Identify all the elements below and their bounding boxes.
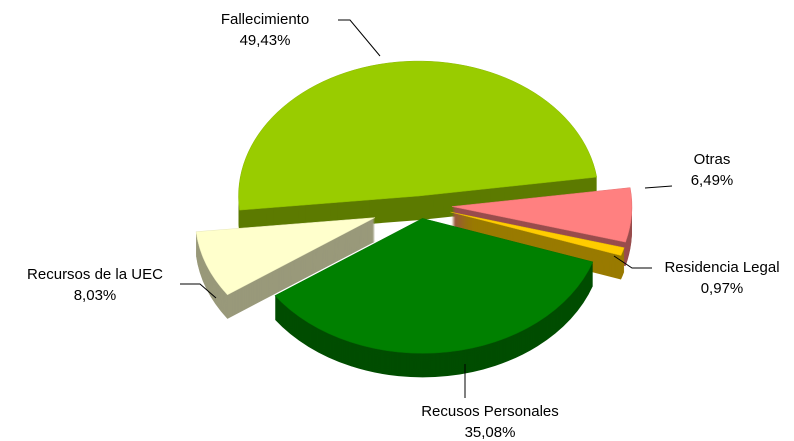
slice-side-layer xyxy=(450,223,625,267)
slice-side-layer xyxy=(450,215,625,259)
slice-label: Fallecimiento xyxy=(221,11,309,28)
slice xyxy=(274,218,594,354)
slice-value-label: 0,97% xyxy=(701,280,744,297)
slice-label: Otras xyxy=(694,151,731,168)
slice-value-label: 8,03% xyxy=(74,287,117,304)
leader-line xyxy=(644,185,673,189)
leader-line xyxy=(180,283,217,299)
slice-value-label: 49,43% xyxy=(240,32,291,49)
slice xyxy=(238,60,598,211)
slice-side-layer xyxy=(450,214,625,258)
slice-side-layer xyxy=(450,224,625,268)
slice-side-layer xyxy=(450,217,625,261)
slice-side-layer xyxy=(450,216,625,260)
slice xyxy=(450,211,625,256)
slice-label: Recursos de la UEC xyxy=(27,266,163,283)
slice-side-layer xyxy=(450,220,625,264)
slice-label: Recusos Personales xyxy=(421,403,559,420)
slice-value-label: 35,08% xyxy=(465,424,516,441)
slice-label: Residencia Legal xyxy=(664,259,779,276)
slice-side-layer xyxy=(450,225,625,269)
slice xyxy=(195,217,376,296)
slice-side-layer xyxy=(450,221,625,265)
slice-value-label: 6,49% xyxy=(691,172,734,189)
slice-side-layer xyxy=(450,218,625,262)
slice xyxy=(451,187,633,243)
slice-side-layer xyxy=(450,219,625,263)
leader-line xyxy=(338,19,381,57)
slice-side-layer xyxy=(450,222,625,266)
slice-side-layer xyxy=(450,213,625,257)
leader-line xyxy=(613,255,652,269)
